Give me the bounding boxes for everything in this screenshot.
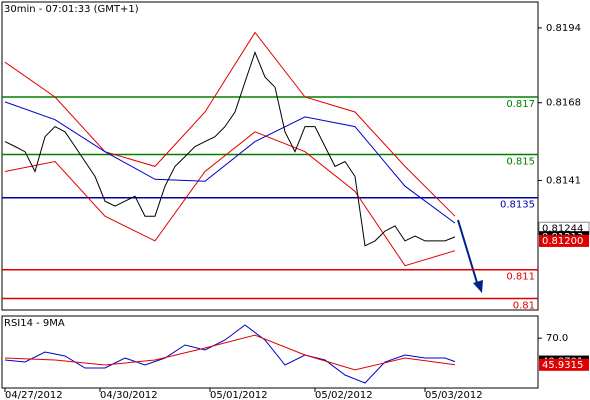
price-tag-label: 0.81200 [542,236,583,247]
level-label: 0.81 [513,300,535,311]
level-label: 0.811 [506,272,535,283]
x-tick-label: 05/01/2012 [210,390,268,400]
x-tick-label: 04/30/2012 [100,390,158,400]
x-tick-label: 05/03/2012 [425,390,483,400]
rsi-panel [1,315,539,389]
level-label: 0.8135 [500,200,535,211]
price-tag [539,358,589,371]
x-tick-label: 04/27/2012 [5,390,63,400]
level-label: 0.817 [506,99,535,110]
price-tag-label: 45.9315 [542,360,583,371]
y-tick-label: 0.8141 [546,175,581,186]
series-line [4,334,456,371]
series-line [4,324,456,384]
price-tag-label: 0.81244 [542,223,583,234]
arrow [457,219,479,287]
y-tick-label: 0.8168 [546,98,581,109]
series-line [4,50,456,247]
series-line [4,101,456,224]
series-line [4,31,456,217]
x-tick-label: 05/02/2012 [315,390,373,400]
y-tick-label: 70.0 [546,333,568,344]
y-tick-label: 0.8194 [546,23,581,34]
main-panel [1,1,539,311]
rsi-title: RSI14 - 9MA [4,318,65,329]
chart-title: 30min - 07:01:33 (GMT+1) [4,4,139,15]
level-label: 0.815 [506,157,535,168]
price-tag [539,234,589,247]
arrow-head [473,280,483,293]
series-line [4,131,456,267]
